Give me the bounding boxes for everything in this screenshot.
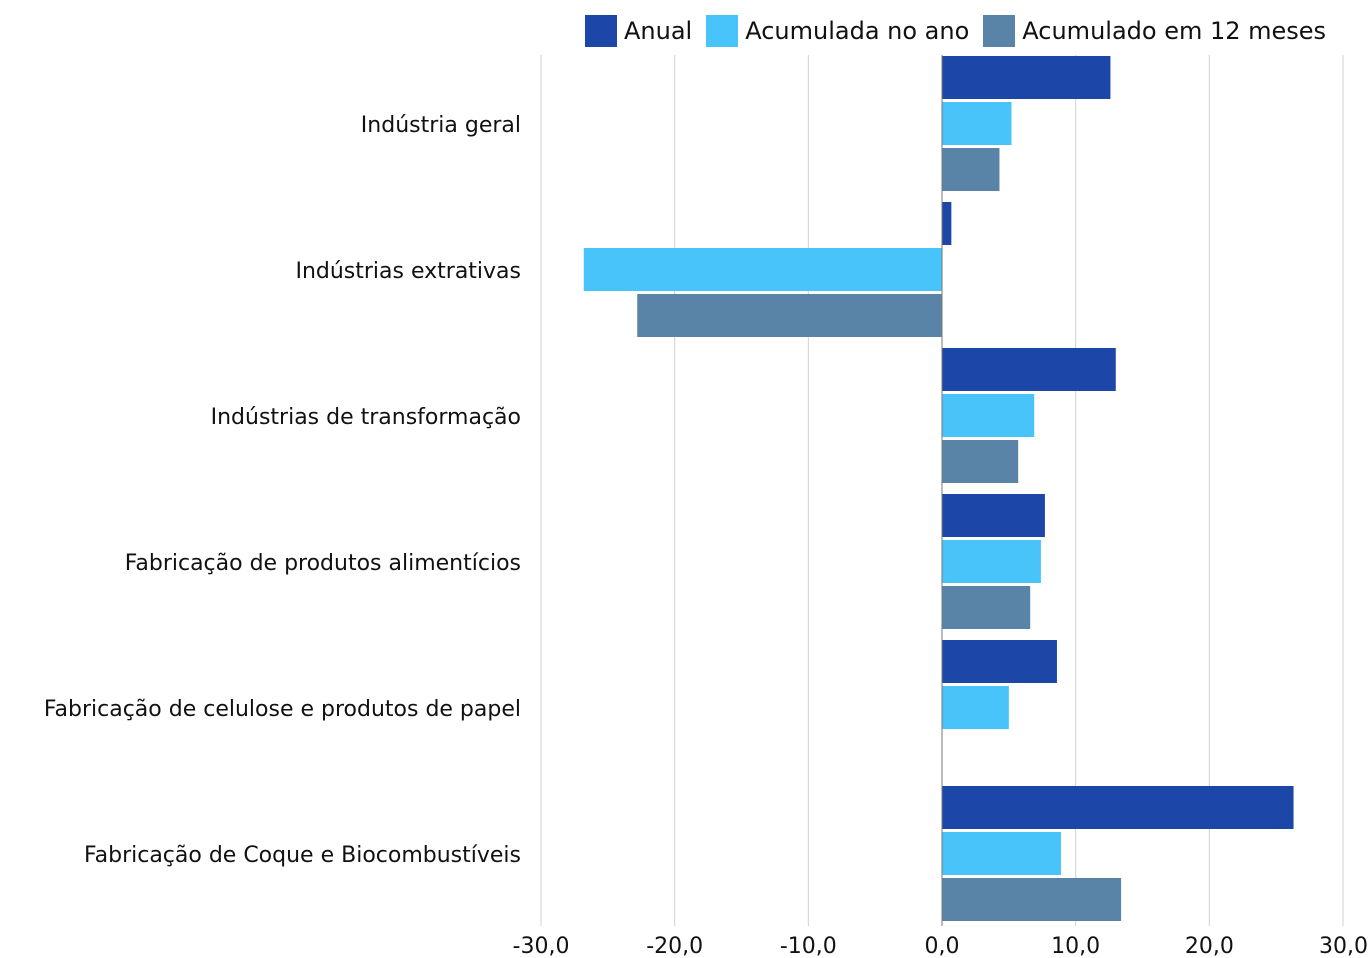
legend-swatch-acumulado-12-meses — [983, 15, 1016, 47]
legend-label-anual: Anual — [624, 17, 693, 45]
bar-acumulada-no-ano-industrias-de-transformacao — [942, 394, 1035, 437]
legend-item-acumulado-12-meses: Acumulado em 12 meses — [983, 15, 1326, 47]
category-label: Indústrias de transformação — [211, 405, 521, 430]
x-tick-label: 0,0 — [925, 934, 960, 958]
legend-swatch-acumulada-no-ano — [706, 15, 739, 47]
x-tick-label: -30,0 — [513, 934, 570, 958]
x-tick-label: 30,0 — [1319, 934, 1368, 958]
category-label: Indústria geral — [361, 113, 521, 138]
category-label: Fabricação de celulose e produtos de pap… — [44, 697, 521, 722]
legend-item-anual: Anual — [585, 15, 692, 47]
bar-anual-fabricacao-de-celulose-e-produtos-de-papel — [942, 640, 1057, 683]
legend: Anual Acumulada no ano Acumulado em 12 m… — [585, 14, 1340, 48]
bar-acumulado-em-12-meses-industrias-extrativas — [637, 294, 942, 337]
bar-anual-fabricacao-de-coque-e-biocombustiveis — [942, 786, 1294, 829]
bar-acumulado-em-12-meses-industria-geral — [942, 148, 1000, 191]
bar-acumulada-no-ano-fabricacao-de-produtos-alimenticios — [942, 540, 1041, 583]
bar-anual-industrias-de-transformacao — [942, 348, 1116, 391]
bar-acumulado-em-12-meses-fabricacao-de-coque-e-biocombustiveis — [942, 878, 1122, 921]
legend-item-acumulada-no-ano: Acumulada no ano — [706, 15, 969, 47]
bar-anual-industria-geral — [942, 56, 1111, 99]
category-label: Indústrias extrativas — [295, 259, 521, 284]
bar-acumulada-no-ano-fabricacao-de-celulose-e-produtos-de-papel — [942, 686, 1009, 729]
category-label: Fabricação de produtos alimentícios — [125, 551, 521, 576]
bar-acumulado-em-12-meses-fabricacao-de-produtos-alimenticios — [942, 586, 1031, 629]
x-tick-label: -20,0 — [646, 934, 703, 958]
category-label: Fabricação de Coque e Biocombustíveis — [84, 843, 521, 868]
bar-acumulada-no-ano-industria-geral — [942, 102, 1012, 145]
legend-label-acumulada-no-ano: Acumulada no ano — [745, 17, 970, 45]
bar-anual-fabricacao-de-produtos-alimenticios — [942, 494, 1045, 537]
bar-acumulada-no-ano-industrias-extrativas — [583, 248, 942, 291]
bar-anual-industrias-extrativas — [942, 202, 952, 245]
x-tick-label: -10,0 — [780, 934, 837, 958]
legend-label-acumulado-12-meses: Acumulado em 12 meses — [1022, 17, 1327, 45]
legend-swatch-anual — [585, 15, 617, 47]
x-tick-label: 10,0 — [1051, 934, 1100, 958]
x-tick-label: 20,0 — [1185, 934, 1234, 958]
bar-acumulada-no-ano-fabricacao-de-coque-e-biocombustiveis — [942, 832, 1061, 875]
bar-acumulado-em-12-meses-industrias-de-transformacao — [942, 440, 1019, 483]
